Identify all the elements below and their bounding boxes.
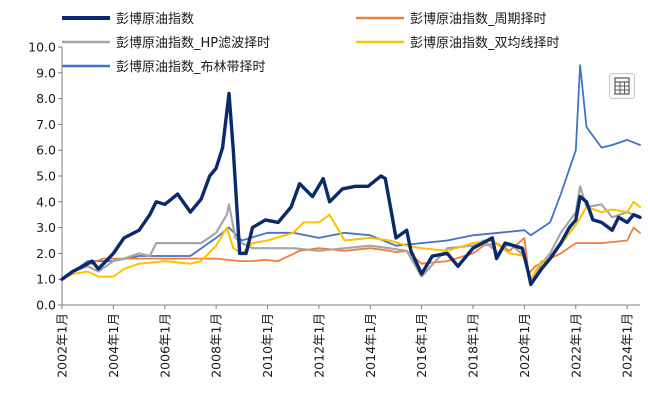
series-line-1 bbox=[61, 226, 641, 281]
x-tick-label: 2008年1月 bbox=[209, 313, 224, 378]
y-axis: 0.0 1.0 2.0 3.0 4.0 5.0 6.0 7.0 8.0 9.0 10.0 bbox=[28, 40, 63, 313]
y-tick-label: 2.0 bbox=[36, 246, 56, 261]
x-tick-label: 2006年1月 bbox=[157, 313, 172, 378]
x-tick-label: 2024年1月 bbox=[620, 313, 635, 378]
x-tick-label: 2016年1月 bbox=[414, 313, 429, 378]
legend-label: 彭博原油指数 bbox=[116, 12, 194, 27]
legend-label: 彭博原油指数_双均线择时 bbox=[410, 36, 560, 51]
x-tick-label: 2020年1月 bbox=[517, 313, 532, 378]
x-tick-label: 2002年1月 bbox=[55, 313, 70, 378]
legend-label: 彭博原油指数_布林带择时 bbox=[116, 60, 266, 75]
series-line-0 bbox=[60, 91, 642, 287]
x-tick-label: 2012年1月 bbox=[311, 313, 326, 378]
y-tick-label: 1.0 bbox=[36, 272, 56, 287]
legend-label: 彭博原油指数_周期择时 bbox=[410, 12, 547, 27]
x-tick-label: 2014年1月 bbox=[363, 313, 378, 378]
y-tick-label: 5.0 bbox=[36, 169, 56, 184]
x-tick-label: 2004年1月 bbox=[106, 313, 121, 378]
series-layer bbox=[60, 64, 642, 287]
x-tick-label: 2018年1月 bbox=[466, 313, 481, 378]
y-tick-label: 9.0 bbox=[36, 65, 56, 80]
y-tick-label: 7.0 bbox=[36, 117, 56, 132]
x-tick-label: 2010年1月 bbox=[260, 313, 275, 378]
y-tick-label: 8.0 bbox=[36, 91, 56, 106]
y-tick-label: 0.0 bbox=[36, 298, 56, 313]
y-tick-label: 3.0 bbox=[36, 220, 56, 235]
table-chart-icon[interactable] bbox=[609, 73, 635, 99]
legend-label: 彭博原油指数_HP滤波择时 bbox=[116, 36, 270, 51]
x-tick-label: 2022年1月 bbox=[568, 313, 583, 378]
y-tick-label: 6.0 bbox=[36, 143, 56, 158]
y-tick-label: 10.0 bbox=[28, 40, 56, 55]
series-line-2 bbox=[60, 185, 642, 283]
y-tick-label: 4.0 bbox=[36, 194, 56, 209]
x-axis: 2002年1月 2004年1月 2006年1月 2008年1月 2010年1月 2012年… bbox=[55, 304, 640, 378]
